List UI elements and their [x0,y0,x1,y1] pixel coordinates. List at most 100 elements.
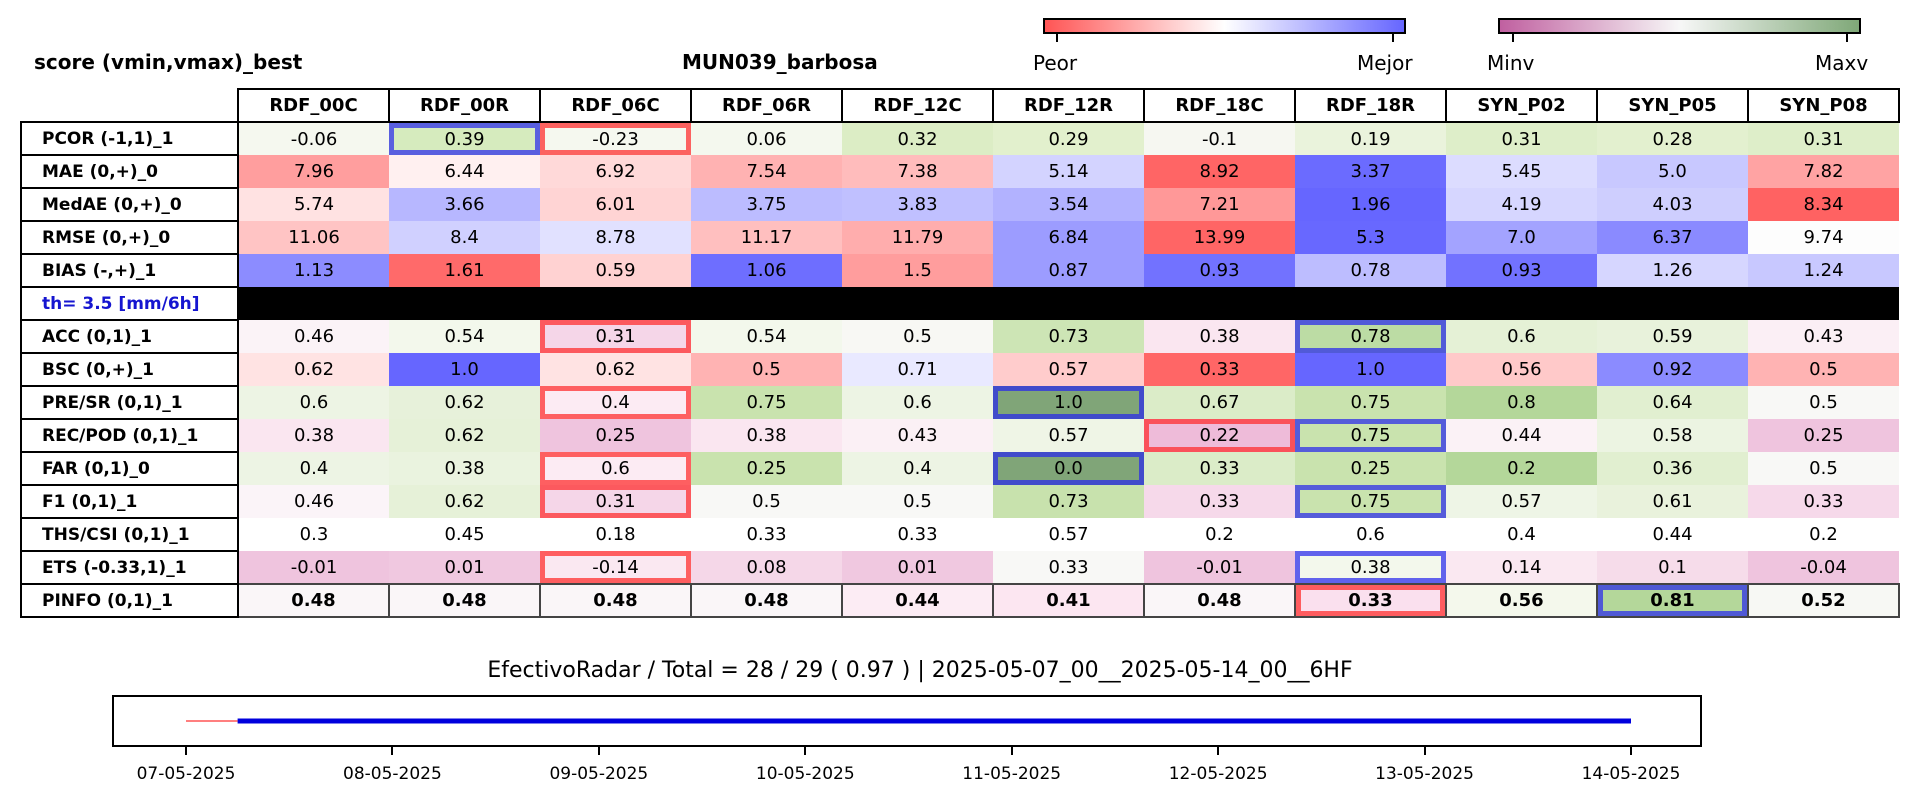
table-row: THS/CSI (0,1)_1 0.3 0.45 0.18 0.33 0.33 0.57 0.… [20,517,1899,552]
score-cell: 6.37 [1597,221,1748,254]
score-cell: 0.75 [691,386,842,419]
score-cell: 3.37 [1295,155,1446,188]
table-row: F1 (0,1)_1 0.46 0.62 0.31 0.5 0.5 0.73 0.33 0.75… [20,484,1899,519]
score-cell: 0.81 [1596,583,1749,618]
timeline-date-label: 07-05-2025 [136,764,236,784]
timeline-panel [112,695,1702,747]
score-cell: 0.29 [993,122,1144,155]
score-cell: 0.38 [238,419,389,452]
timeline-tick [185,747,187,755]
score-cell: 9.74 [1748,221,1899,254]
score-cell: 5.0 [1597,155,1748,188]
table-row: PCOR (-1,1)_1 -0.06 0.39 -0.23 0.06 0.32 0.29-… [20,121,1899,156]
score-cell: 0.33 [1144,452,1295,485]
colorbar-tick [1392,34,1394,42]
row-label: BSC (0,+)_1 [20,352,239,387]
score-cell: -0.1 [1144,122,1295,155]
score-cell: 0.32 [842,122,993,155]
score-cell: 0.93 [1144,254,1295,287]
score-cell: 0.62 [389,485,540,518]
score-cell: 0.19 [1295,122,1446,155]
score-cell: 7.96 [238,155,389,188]
score-cell: 0.62 [389,386,540,419]
score-cell: 7.0 [1446,221,1597,254]
score-cell: -0.23 [540,122,691,155]
score-cell: 0.52 [1747,583,1900,618]
score-cell: 0.44 [1446,419,1597,452]
score-cell: 0.59 [540,254,691,287]
row-label: BIAS (-,+)_1 [20,253,239,288]
score-cell: 0.92 [1597,353,1748,386]
score-cell: 0.57 [1446,485,1597,518]
column-header: RDF_18R [1294,88,1447,123]
score-cell: 0.54 [691,320,842,353]
score-cell: 0.08 [691,551,842,584]
score-cell: 8.4 [389,221,540,254]
row-label: THS/CSI (0,1)_1 [20,517,239,552]
score-cell: 0.73 [993,485,1144,518]
score-cell: 0.5 [1748,386,1899,419]
timeline-plot [186,718,1631,724]
threshold-separator-bar [238,287,1899,320]
score-cell: 0.33 [993,551,1144,584]
timeline-date-label: 11-05-2025 [962,764,1062,784]
score-cell: 7.54 [691,155,842,188]
score-cell: 0.73 [993,320,1144,353]
score-cell: 0.6 [842,386,993,419]
score-cell: 7.21 [1144,188,1295,221]
score-cell: 8.78 [540,221,691,254]
score-cell: 0.46 [238,485,389,518]
score-cell: 0.75 [1295,485,1446,518]
score-cell: 0.14 [1446,551,1597,584]
timeline-date-label: 10-05-2025 [755,764,855,784]
score-cell: 0.25 [691,452,842,485]
table-row: RMSE (0,+)_0 11.06 8.4 8.78 11.17 11.79 6.84 13… [20,220,1899,255]
timeline-date-label: 08-05-2025 [343,764,442,784]
score-cell: 0.58 [1597,419,1748,452]
score-cell: 0.75 [1295,386,1446,419]
score-cell: 1.24 [1748,254,1899,287]
table-row: BSC (0,+)_1 0.62 1.0 0.62 0.5 0.71 0.57 0.33 1.0… [20,352,1899,387]
score-cell: 0.48 [237,583,390,618]
score-cell: 0.38 [389,452,540,485]
colorbar-tick [1056,34,1058,42]
score-cell: 0.2 [1446,452,1597,485]
score-cell: 0.31 [1446,122,1597,155]
score-cell: 8.34 [1748,188,1899,221]
timeline-tick [1630,747,1632,755]
score-cell: 0.8 [1446,386,1597,419]
score-cell: 0.5 [691,353,842,386]
score-cell: 0.3 [238,518,389,551]
timeline-date-label: 13-05-2025 [1375,764,1474,784]
colorbar-high-label: Mejor [1357,51,1413,75]
score-cell: 0.43 [1748,320,1899,353]
timeline-date-label: 09-05-2025 [549,764,649,784]
score-cell: 0.39 [389,122,540,155]
score-cell: 0.5 [1748,353,1899,386]
score-cell: 0.25 [1295,452,1446,485]
colorbar-min-label: Minv [1487,51,1535,75]
row-label: th= 3.5 [mm/6h] [20,286,239,321]
score-cell: 11.06 [238,221,389,254]
score-cell: 0.62 [389,419,540,452]
score-cell: 0.36 [1597,452,1748,485]
row-label: RMSE (0,+)_0 [20,220,239,255]
score-cell: 7.38 [842,155,993,188]
timeline-tick [1217,747,1220,755]
score-cell: 13.99 [1144,221,1295,254]
score-cell: 0.33 [691,518,842,551]
score-cell: 0.57 [993,419,1144,452]
table-row: FAR (0,1)_0 0.4 0.38 0.6 0.25 0.4 0.0 0.33 0.25 0… [20,451,1899,486]
timeline-tick [597,747,600,755]
row-label: PRE/SR (0,1)_1 [20,385,239,420]
column-header: RDF_00R [388,88,541,123]
score-cell: 0.44 [1597,518,1748,551]
score-cell: 4.03 [1597,188,1748,221]
score-cell: 6.92 [540,155,691,188]
score-cell: 0.18 [540,518,691,551]
score-cell: 0.57 [993,353,1144,386]
score-cell: 0.67 [1144,386,1295,419]
score-cell: 5.14 [993,155,1144,188]
score-cell: 0.38 [1295,551,1446,584]
score-cell: 8.92 [1144,155,1295,188]
